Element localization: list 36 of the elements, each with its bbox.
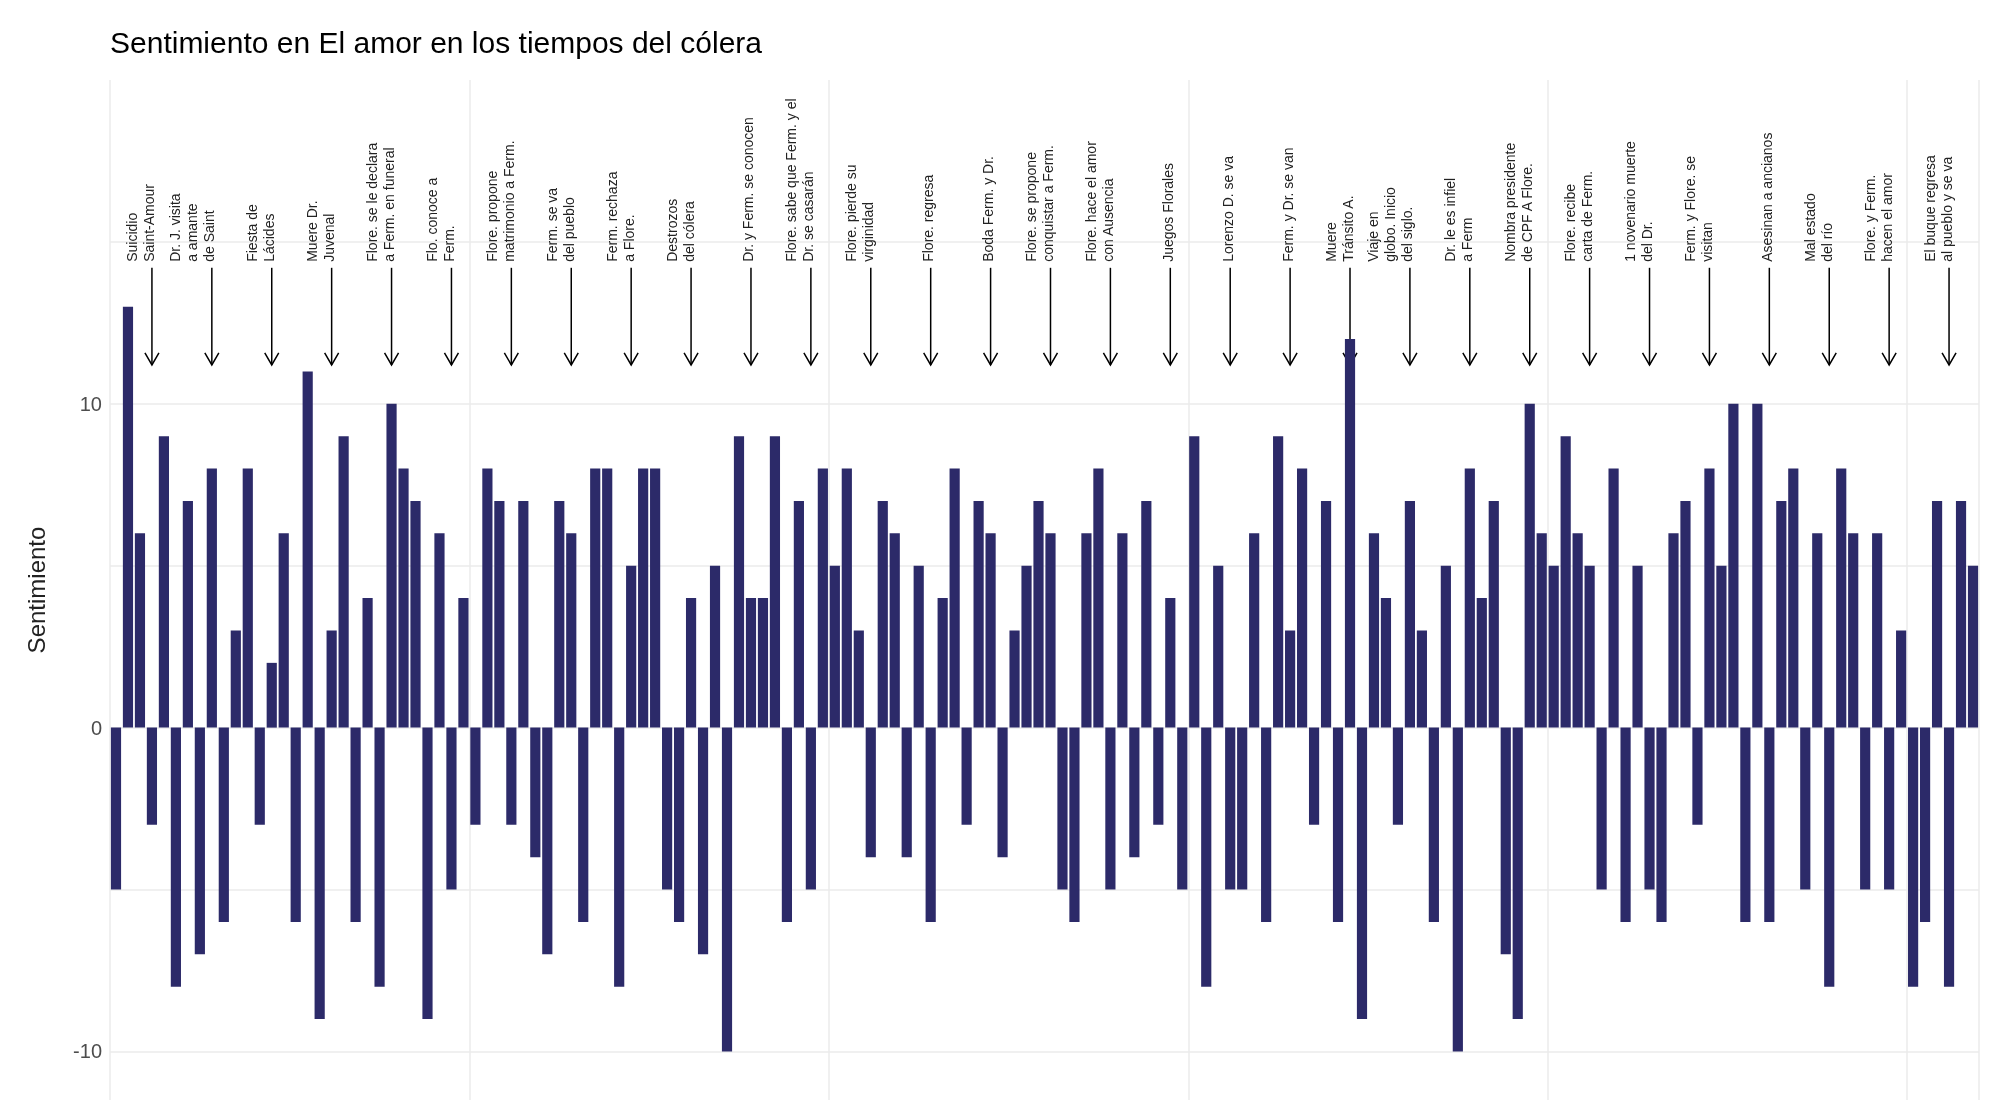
- annotation: Flore. regresa: [920, 174, 937, 262]
- annotation: Ferm. y Dr. se van: [1279, 147, 1296, 262]
- annotation: Flore. se propone conquistar a Ferm.: [1022, 145, 1056, 262]
- y-tick-label: -10: [73, 1040, 102, 1063]
- annotation: Flore. pierde su virginidad: [843, 164, 877, 262]
- annotation: Flore. se le declara a Ferm. en funeral: [364, 142, 398, 262]
- annotation: Flore. y Ferm. hacen el amor: [1861, 172, 1895, 262]
- annotation: Flore. sabe que Ferm. y el Dr. se casarán: [783, 98, 817, 262]
- y-tick-label: 10: [79, 392, 102, 415]
- chart-title: Sentimiento en El amor en los tiempos del cólera: [110, 25, 763, 59]
- annotation: 1 novenario muerte del Dr.: [1622, 140, 1656, 262]
- annotation: Dr. J. visita a amante de Saint: [167, 193, 218, 262]
- annotation: Juegos Florales: [1159, 162, 1176, 262]
- y-axis-title: Sentimiento: [22, 526, 50, 654]
- annotation: Boda Ferm. y Dr.: [980, 156, 997, 262]
- annotation: Ferm. y Flore. se visitan: [1681, 155, 1715, 262]
- annotation: Flore. hace el amor con Ausencia: [1082, 140, 1116, 262]
- annotation: El buque regresa al pueblo y se va: [1921, 154, 1955, 262]
- annotation: Flore. recibe carta de Ferm.: [1562, 170, 1596, 262]
- annotation: Dr. y Ferm. se conocen: [740, 117, 757, 262]
- annotation: Flo. conoce a Ferm.: [423, 177, 457, 262]
- annotation: Nombra presidente de CPF A Flore.: [1502, 142, 1536, 262]
- annotation: Viaje en globo. Inicio del siglo.: [1365, 186, 1416, 262]
- annotation: Asesinan a ancianos: [1758, 132, 1775, 262]
- annotation: Muere Tránsito A.: [1322, 195, 1356, 262]
- y-tick-label: 0: [90, 716, 102, 739]
- annotation: Dr. le es infiel a Ferm: [1442, 177, 1476, 262]
- annotation: Destrozos del cólera: [663, 198, 697, 262]
- annotation: Suicidio Saint-Amour: [124, 183, 158, 262]
- annotation: Lorenzo D. se va: [1219, 155, 1236, 262]
- annotation: Flore. propone matrimonio a Ferm.: [483, 140, 517, 262]
- annotation: Fiesta de Lácides: [244, 204, 278, 262]
- annotation: Ferm. se va del pueblo: [543, 187, 577, 262]
- annotation: Muere Dr. Juvenal: [304, 200, 338, 262]
- annotation: Mal estado del río: [1801, 193, 1835, 262]
- annotation: Ferm. rechaza a Flore.: [603, 171, 637, 262]
